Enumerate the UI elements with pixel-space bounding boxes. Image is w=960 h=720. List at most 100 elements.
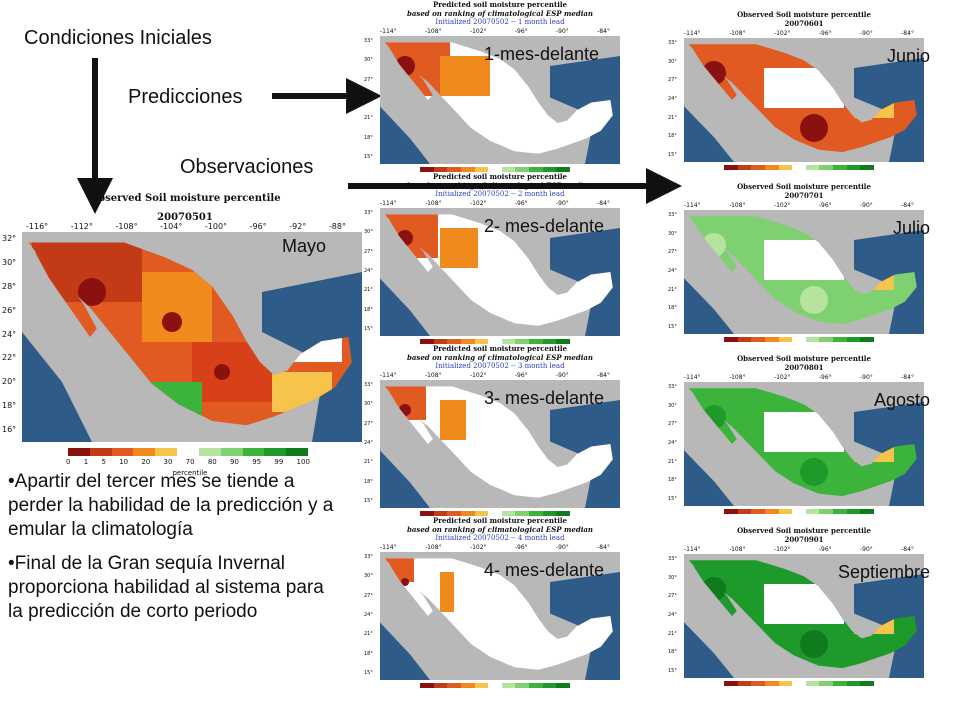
tick-label: -114°	[380, 544, 397, 551]
tick-label: -96°	[818, 202, 832, 209]
tick-label: 24°	[364, 611, 373, 618]
map-init: Initialized 20070502 -- 2 month lead	[435, 190, 565, 198]
tick-label: 80	[207, 458, 217, 466]
tick-label: -114°	[380, 28, 397, 35]
tick-label: -108°	[424, 544, 442, 551]
tick-label: -104°	[160, 222, 183, 231]
observation-map: -114° -108° -102° -96° -90° -84° 33° 30° 27° 24°…	[664, 526, 934, 696]
tick-label: 100	[296, 458, 310, 466]
lat-ticks: 33° 30° 27° 24° 21° 18° 15°	[668, 384, 682, 502]
tick-label: -102°	[469, 372, 487, 379]
colorbar	[724, 509, 875, 514]
prediction-map: -114° -108° -102° -96° -90° -84° 33° 30° 27° 24°…	[360, 172, 630, 344]
lat-ticks: 33° 30° 27° 24° 21° 18° 15°	[364, 554, 378, 676]
tick-label: 24°	[364, 439, 373, 446]
lead-label: 4- mes-delante	[484, 560, 605, 580]
map-subtitle: based on ranking of climatological ESP m…	[406, 525, 594, 534]
colorbar	[420, 511, 571, 516]
tick-label: 33°	[364, 38, 373, 44]
tick-label: 95	[252, 458, 262, 466]
tick-label: 18°	[364, 650, 373, 657]
tick-label: 27°	[668, 249, 677, 256]
tick-label: 30°	[668, 402, 677, 409]
tick-label: -108°	[115, 222, 138, 231]
lon-ticks: -114° -108° -102° -96° -90° -84°	[684, 202, 914, 209]
tick-label: 30°	[668, 230, 677, 237]
tick-label: 33°	[668, 556, 677, 562]
tick-label: -114°	[380, 372, 397, 379]
observations-label: Observaciones	[180, 156, 314, 178]
bullet-2: •Final de la Gran sequía Invernal propor…	[8, 553, 324, 622]
tick-label: 1	[83, 458, 89, 466]
may-map-frame	[22, 232, 362, 442]
map-frame	[380, 380, 620, 508]
tick-label: -84°	[901, 30, 914, 37]
tick-label: 27°	[668, 421, 677, 428]
tick-label: 18°	[668, 649, 677, 656]
lon-ticks: -114° -108° -102° -96° -90° -84°	[380, 372, 610, 379]
lat-ticks: 33° 30° 27° 24° 21° 18° 15°	[364, 382, 378, 504]
tick-label: -108°	[424, 372, 442, 379]
tick-label: -108°	[424, 200, 442, 207]
lat-ticks: 33° 30° 27° 24° 21° 18° 15°	[364, 38, 378, 160]
lon-ticks: -114° -108° -102° -96° -90° -84°	[380, 544, 610, 551]
tick-label: 21°	[364, 287, 373, 294]
tick-label: -90°	[556, 200, 569, 207]
tick-label: -96°	[514, 200, 528, 207]
tick-label: 27°	[668, 77, 677, 84]
colorbar	[724, 337, 875, 342]
map-date: 20070601	[784, 19, 824, 28]
colorbar-ticks: 0 1 5 10 20 30 70 80 90 95 99 100	[66, 458, 310, 466]
tick-label: -114°	[684, 374, 701, 381]
predictions-label: Predicciones	[128, 86, 243, 108]
tick-label: -102°	[773, 202, 791, 209]
tick-label: -84°	[901, 202, 914, 209]
tick-label: -108°	[728, 202, 746, 209]
map-frame	[684, 554, 924, 678]
tick-label: 15°	[668, 495, 677, 502]
map-date: 20070901	[784, 535, 824, 544]
tick-label: -96°	[818, 374, 832, 381]
month-label: Julio	[892, 218, 930, 238]
tick-label: -84°	[901, 374, 914, 381]
tick-label: -96°	[514, 372, 528, 379]
may-observed-map: Observed Soil moisture percentile 200705…	[0, 190, 370, 480]
tick-label: -108°	[728, 30, 746, 37]
map-title: Predicted soil moisture percentile	[432, 0, 568, 9]
colorbar	[420, 683, 571, 688]
lon-ticks: -114° -108° -102° -96° -90° -84°	[684, 546, 914, 553]
tick-label: -96°	[514, 28, 528, 35]
tick-label: 27°	[668, 593, 677, 600]
tick-label: 24°	[668, 267, 677, 274]
map-title: Predicted soil moisture percentile	[432, 344, 568, 353]
tick-label: -116°	[26, 222, 49, 231]
tick-label: 24°	[668, 439, 677, 446]
map-frame	[380, 552, 620, 680]
tick-label: 27°	[364, 76, 373, 83]
tick-label: 90	[230, 458, 239, 466]
prediction-map: -114° -108° -102° -96° -90° -84° 33° 30° 27° 24°…	[360, 516, 630, 688]
tick-label: 18°	[2, 401, 17, 411]
tick-label: 5	[101, 458, 106, 466]
colorbar-label: percentile	[172, 469, 208, 477]
colorbar	[724, 681, 875, 686]
tick-label: 30°	[668, 574, 677, 581]
lon-ticks: -114° -108° -102° -96° -90° -84°	[380, 200, 610, 207]
tick-label: -90°	[860, 30, 873, 37]
observation-map: -114° -108° -102° -96° -90° -84° 33° 30° 27° 24°…	[664, 182, 934, 352]
lat-ticks: 33° 30° 27° 24° 21° 18° 15°	[668, 40, 682, 158]
tick-label: -90°	[860, 202, 873, 209]
map-subtitle: based on ranking of climatological ESP m…	[406, 353, 594, 362]
tick-label: -102°	[773, 30, 791, 37]
map-date: 20070801	[784, 363, 824, 372]
tick-label: -90°	[556, 372, 569, 379]
colorbar	[420, 339, 571, 344]
tick-label: 20	[141, 458, 151, 466]
lat-ticks: 33° 30° 27° 24° 21° 18° 15°	[668, 556, 682, 674]
colorbar	[68, 448, 308, 456]
tick-label: -96°	[818, 30, 832, 37]
map-subtitle: based on ranking of climatological ESP m…	[406, 181, 594, 190]
tick-label: 18°	[364, 134, 373, 141]
lon-ticks: -114° -108° -102° -96° -90° -84°	[380, 28, 610, 35]
tick-label: -96°	[818, 546, 832, 553]
